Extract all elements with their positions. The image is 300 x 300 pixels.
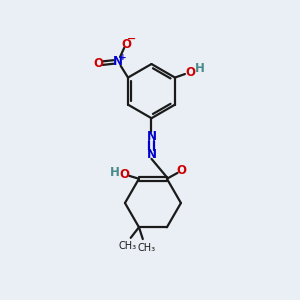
Text: O: O bbox=[185, 66, 195, 79]
Text: H: H bbox=[110, 166, 119, 178]
Text: O: O bbox=[94, 57, 103, 70]
Text: CH₃: CH₃ bbox=[119, 242, 137, 251]
Text: H: H bbox=[195, 62, 205, 75]
Text: O: O bbox=[121, 38, 131, 51]
Text: O: O bbox=[176, 164, 186, 177]
Text: CH₃: CH₃ bbox=[138, 242, 156, 253]
Text: O: O bbox=[119, 168, 129, 181]
Text: N: N bbox=[113, 55, 123, 68]
Text: −: − bbox=[127, 34, 136, 44]
Text: N: N bbox=[146, 148, 157, 161]
Text: N: N bbox=[146, 130, 157, 143]
Text: +: + bbox=[118, 53, 126, 62]
